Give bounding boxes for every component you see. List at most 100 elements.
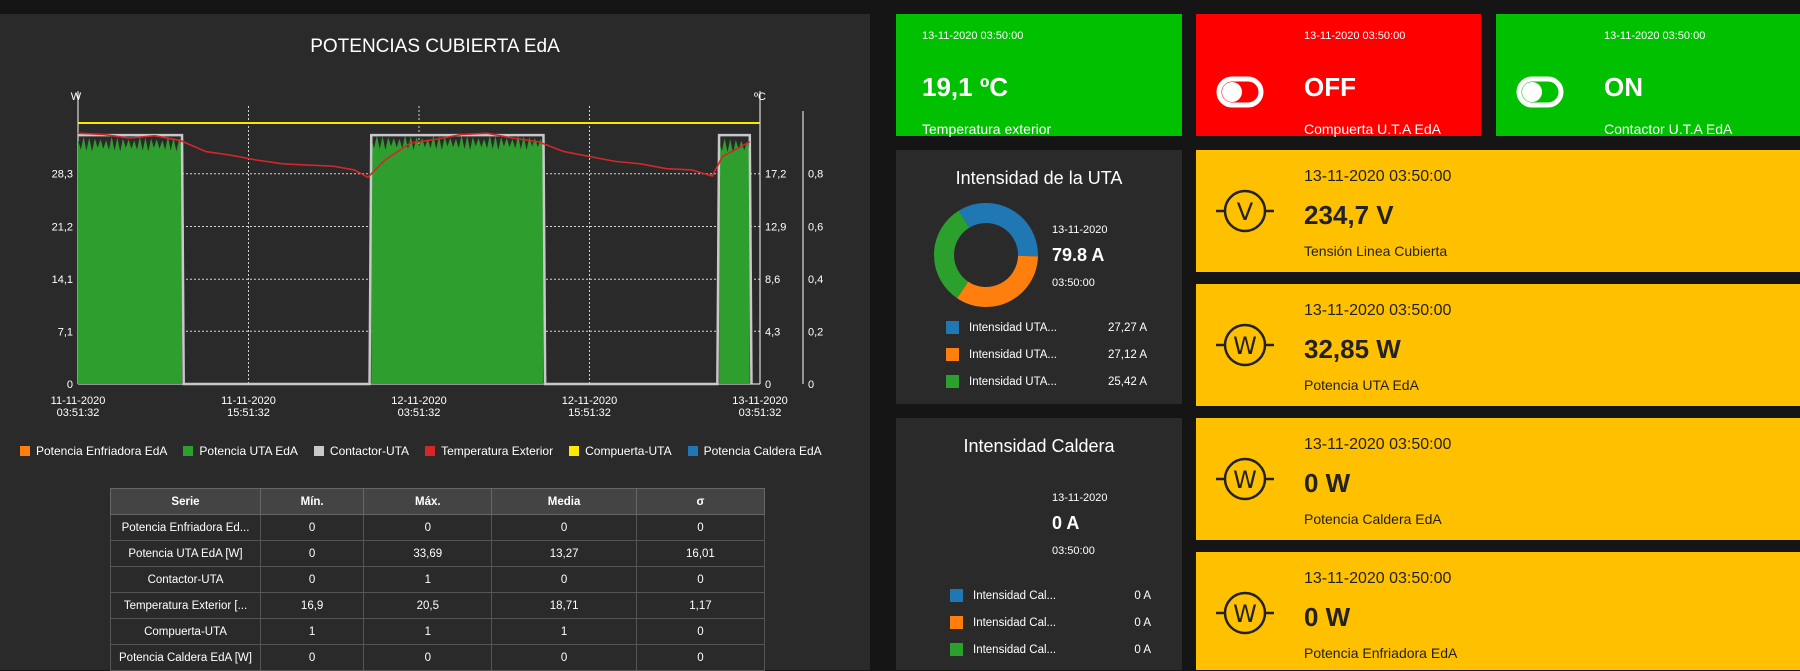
tile-timestamp: 13-11-2020 03:50:00 <box>1304 168 1452 185</box>
caldera-legend: Intensidad Cal... 0 A Intensidad Cal... 0 … <box>950 582 1151 663</box>
legend-item[interactable]: Intensidad Cal... 0 A <box>950 636 1151 663</box>
table-row: Potencia Caldera EdA [W] 0 0 0 0 <box>110 644 766 671</box>
table-cell: 1 <box>491 618 637 645</box>
table-cell: 0 <box>635 618 766 645</box>
potencia-caldera-tile[interactable]: W 13-11-2020 03:50:00 0 W Potencia Calde… <box>1196 418 1800 540</box>
temperature-tile[interactable]: 13-11-2020 03:50:00 19,1 ºC Temperatura … <box>896 14 1182 137</box>
svg-text:W: W <box>1233 466 1257 494</box>
tile-timestamp: 13-11-2020 03:50:00 <box>1304 302 1452 319</box>
legend-item[interactable]: Intensidad Cal... 0 A <box>950 609 1151 636</box>
y3-tick-label: 0 <box>808 379 814 391</box>
legend-swatch <box>946 321 959 334</box>
tile-timestamp: 13-11-2020 03:50:00 <box>1304 570 1452 587</box>
table-cell: 0 <box>259 644 365 671</box>
y-tick-label: 14,1 <box>52 274 73 286</box>
table-cell: 0 <box>635 514 766 541</box>
table-row: Temperatura Exterior [... 16,9 20,5 18,7… <box>110 592 766 619</box>
uta-current-tile[interactable]: Intensidad de la UTA 13-11-2020 79.8 A 0… <box>896 150 1182 404</box>
tile-label: Potencia Caldera EdA <box>1304 511 1442 527</box>
legend-value: 0 A <box>1134 589 1151 602</box>
donut-slice[interactable] <box>934 210 970 299</box>
caldera-current-tile[interactable]: Intensidad Caldera 13-11-2020 0 A 03:50:… <box>896 418 1182 670</box>
legend-value: 0 A <box>1134 643 1151 656</box>
uta-power-area <box>719 138 750 384</box>
tile-time: 03:50:00 <box>1052 277 1095 289</box>
y2-tick-label: 17,2 <box>765 169 786 181</box>
legend-item[interactable]: Temperatura Exterior <box>425 444 553 458</box>
legend-item[interactable]: Intensidad UTA... 27,27 A <box>946 314 1147 341</box>
table-cell: Potencia Enfriadora Ed... <box>110 514 261 541</box>
x-tick-label: 11-11-2020 <box>51 395 106 407</box>
legend-swatch <box>950 589 963 602</box>
legend-item[interactable]: Potencia Caldera EdA <box>687 444 822 458</box>
table-cell: 20,5 <box>363 592 493 619</box>
table-cell: 1 <box>363 566 493 593</box>
wattmeter-icon: W <box>1216 323 1274 367</box>
stats-header[interactable]: Media <box>491 488 637 515</box>
potencia-uta-tile[interactable]: W 13-11-2020 03:50:00 32,85 W Potencia U… <box>1196 284 1800 406</box>
tile-label: Compuerta U.T.A EdA <box>1304 121 1441 137</box>
table-cell: 0 <box>491 566 637 593</box>
tile-label: Tensión Linea Cubierta <box>1304 243 1448 259</box>
y-axis-unit: W <box>71 91 82 103</box>
legend-item[interactable]: Compuerta-UTA <box>569 444 672 458</box>
table-row: Compuerta-UTA 1 1 1 0 <box>110 618 766 645</box>
contactor-line <box>78 133 753 386</box>
x-tick-label: 15:51:32 <box>227 407 270 419</box>
potencia-enfriadora-tile[interactable]: W 13-11-2020 03:50:00 0 W Potencia Enfri… <box>1196 552 1800 670</box>
x-tick-label: 12-11-2020 <box>391 395 446 407</box>
table-cell: 1 <box>259 618 365 645</box>
legend-item[interactable]: Intensidad UTA... 25,42 A <box>946 368 1147 395</box>
y-tick-label: 0 <box>67 379 73 391</box>
legend-label: Potencia UTA EdA <box>199 444 298 458</box>
table-cell: 18,71 <box>491 592 637 619</box>
legend-item[interactable]: Potencia UTA EdA <box>183 444 298 458</box>
table-row: Potencia Enfriadora Ed... 0 0 0 0 <box>110 514 766 541</box>
legend-label: Intensidad UTA... <box>969 375 1057 388</box>
x-tick-label: 03:51:32 <box>398 407 441 419</box>
x-tick-label: 15:51:32 <box>568 407 611 419</box>
table-cell: 16,9 <box>259 592 365 619</box>
y-tick-label: 28,3 <box>52 169 73 181</box>
x-tick-label: 03:51:32 <box>57 407 100 419</box>
legend-label: Compuerta-UTA <box>585 444 672 458</box>
legend-swatch <box>20 446 30 456</box>
legend-swatch <box>183 446 194 456</box>
donut-slice[interactable] <box>958 203 1038 257</box>
uta-donut-chart[interactable] <box>931 200 1041 310</box>
legend-item[interactable]: Contactor-UTA <box>313 444 409 458</box>
tile-timestamp: 13-11-2020 03:50:00 <box>1304 30 1406 42</box>
legend-item[interactable]: Intensidad Cal... 0 A <box>950 582 1151 609</box>
table-cell: 0 <box>635 644 766 671</box>
chart-legend: Potencia Enfriadora EdA Potencia UTA EdA… <box>20 444 822 458</box>
temperature-line <box>77 132 751 179</box>
uta-power-area <box>78 136 183 384</box>
stats-header[interactable]: Serie <box>110 488 261 515</box>
contactor-tile[interactable]: 13-11-2020 03:50:00 ON Contactor U.T.A E… <box>1496 14 1800 137</box>
legend-swatch <box>687 446 698 456</box>
stats-header[interactable]: Mín. <box>259 488 365 515</box>
legend-value: 27,12 A <box>1107 348 1147 361</box>
tile-timestamp: 13-11-2020 03:50:00 <box>922 30 1024 42</box>
tile-value: 0 W <box>1304 602 1351 632</box>
tile-value: OFF <box>1304 72 1356 102</box>
stats-header[interactable]: Máx. <box>363 488 493 515</box>
tile-date: 13-11-2020 <box>1052 224 1108 236</box>
donut-slice[interactable] <box>957 255 1038 307</box>
table-cell: 0 <box>259 514 365 541</box>
x-tick-label: 11-11-2020 <box>221 395 276 407</box>
y2-tick-label: 12,9 <box>765 221 786 233</box>
legend-item[interactable]: Potencia Enfriadora EdA <box>20 444 167 458</box>
tile-value: 0 W <box>1304 468 1351 498</box>
svg-text:V: V <box>1237 198 1254 226</box>
tension-tile[interactable]: V 13-11-2020 03:50:00 234,7 V Tensión Li… <box>1196 150 1800 272</box>
legend-item[interactable]: Intensidad UTA... 27,12 A <box>946 341 1147 368</box>
stats-header[interactable]: σ <box>635 488 766 515</box>
compuerta-tile[interactable]: 13-11-2020 03:50:00 OFF Compuerta U.T.A … <box>1196 14 1481 137</box>
table-cell: 33,69 <box>363 540 493 567</box>
y2-tick-label: 0 <box>765 379 771 391</box>
table-cell: 0 <box>491 644 637 671</box>
table-cell: 0 <box>259 566 365 593</box>
table-row: Contactor-UTA 0 1 0 0 <box>110 566 766 593</box>
